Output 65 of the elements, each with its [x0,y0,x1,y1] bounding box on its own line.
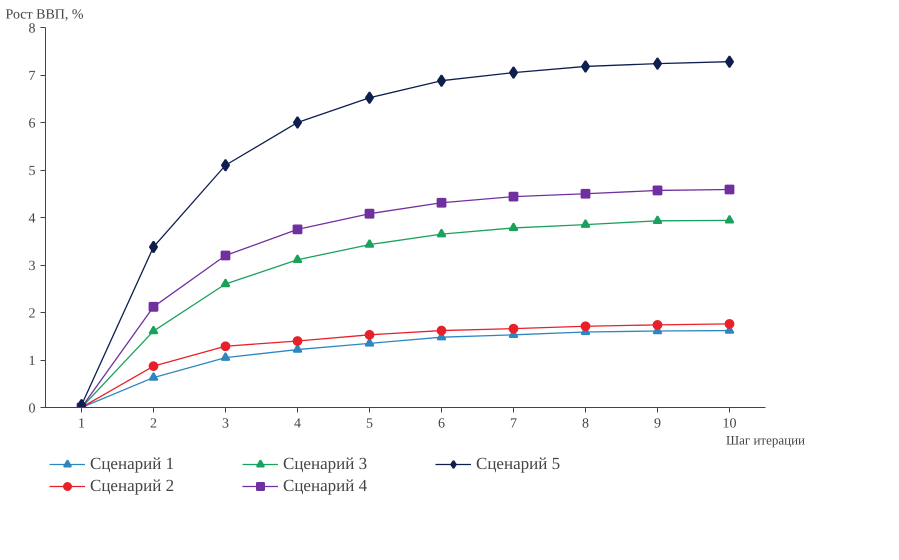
x-axis-title: Шаг итерации [726,432,806,448]
y-tick-label: 5 [28,164,36,179]
point [436,228,446,238]
point [436,198,446,208]
point [652,57,662,70]
point [364,91,374,104]
point [580,188,590,199]
point [292,116,302,129]
point [724,184,734,194]
x-tick-label: 10 [722,416,736,432]
point [652,215,662,224]
point [220,158,230,172]
point [148,302,158,312]
y-tick-label: 3 [28,259,36,274]
y-tick-label: 7 [28,69,36,84]
point [220,352,230,361]
x-tick-label: 6 [438,416,445,432]
point [508,324,518,334]
y-tick-label: 0 [28,402,36,416]
point [580,219,590,228]
legend-label: Сценарий 5 [476,454,562,474]
y-tick-label: 2 [28,306,36,322]
point [652,320,662,330]
legend-label: Сценарий 3 [283,454,368,474]
point [220,250,230,260]
legend-label: Сценарий 2 [90,476,176,496]
point [508,222,518,232]
x-tick-label: 5 [366,416,373,432]
x-tick-label: 9 [654,416,661,432]
point [292,344,302,353]
point [724,55,734,68]
point [364,239,374,248]
x-tick-label: 1 [78,416,85,432]
y-tick-label: 8 [28,22,36,36]
point [148,240,158,254]
point [292,224,302,234]
point [220,278,230,288]
point [652,186,662,196]
point [292,254,302,263]
point [148,361,158,372]
x-tick-label: 8 [582,416,589,432]
point [436,74,446,88]
x-tick-label: 3 [222,416,229,432]
y-tick-label: 1 [28,354,36,369]
point [364,330,374,340]
point [148,372,158,381]
point [364,208,374,219]
point [292,336,302,346]
point [580,60,590,73]
point [220,341,230,352]
y-tick-label: 4 [28,212,36,226]
point [436,326,446,336]
x-tick-label: 4 [294,416,301,432]
point [724,319,734,329]
x-tick-label: 2 [150,416,157,432]
legend-label: Сценарий 1 [90,454,176,474]
legend-label: Сценарий 4 [283,476,368,496]
point [580,321,590,332]
y-axis-title: Рост ВВП, % [6,8,84,22]
y-tick-label: 6 [28,116,36,132]
point [508,66,518,80]
point [508,192,518,202]
point [724,214,734,224]
x-tick-label: 7 [510,416,517,432]
point [148,326,158,334]
